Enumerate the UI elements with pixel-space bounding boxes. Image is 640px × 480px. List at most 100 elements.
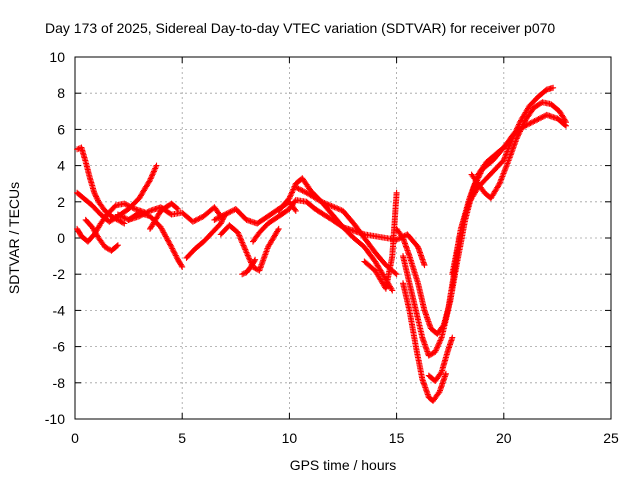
marker-run [361,235,378,255]
marker-run [303,198,318,212]
marker-run [522,118,538,129]
marker-run [505,136,520,165]
marker-run [436,370,449,395]
marker-run [382,254,395,292]
marker-run [320,211,335,223]
y-axis: -10 -8 -6 -4 -2 0 2 4 6 8 10 [45,49,611,427]
y-tick-label: 0 [57,230,65,246]
series-arc11 [239,256,259,278]
marker-run [430,390,442,404]
marker-run [239,270,249,278]
marker-run [479,158,495,173]
y-tick-label: -6 [53,339,66,355]
marker-run [412,343,425,381]
marker-run [522,105,536,124]
marker-run [121,200,137,212]
series-arc22 [479,111,569,173]
marker-run [361,258,377,273]
marker-run [400,253,413,285]
x-tick-label: 5 [178,430,186,446]
marker-run [89,224,101,240]
marker-run [256,221,270,236]
marker-run [554,115,569,129]
marker-run [82,159,93,180]
marker-run [168,244,181,262]
y-tick-label: 10 [49,49,65,65]
marker-run [466,185,481,205]
marker-run [168,200,181,212]
x-tick-label: 0 [71,430,79,446]
marker-run [389,189,400,260]
marker-run [243,265,253,276]
y-tick-label: 6 [57,121,65,137]
marker-run [299,175,313,193]
marker-run [95,198,108,213]
marker-run [400,280,413,312]
marker-run [526,95,540,109]
series-arc15 [361,189,400,292]
marker-run [189,214,206,225]
marker-run [265,214,281,227]
marker-run [183,247,197,261]
marker-run [406,307,419,348]
marker-run [209,221,223,236]
y-axis-label: SDTVAR / TECUs [6,182,22,294]
marker-run [340,207,356,226]
y-tick-label: -10 [45,411,65,427]
x-tick-label: 10 [282,430,298,446]
marker-run [275,206,292,220]
marker-run [91,189,101,204]
y-tick-label: -4 [53,302,66,318]
marker-run [329,211,345,229]
y-tick-label: -8 [53,375,66,391]
marker-run [487,182,502,202]
marker-run [406,280,419,312]
marker-run [136,178,153,202]
marker-run [312,206,326,217]
marker-run [457,200,472,232]
x-tick-label: 15 [389,430,405,446]
marker-run [449,227,464,278]
marker-run [468,171,481,186]
marker-run [518,104,532,124]
marker-run [556,108,569,126]
marker-run [74,189,86,201]
marker-run [496,160,511,187]
marker-run [406,253,421,285]
marker-run [250,230,262,245]
marker-run [500,131,517,151]
x-tick-label: 25 [603,430,619,446]
y-tick-label: -2 [53,266,66,282]
marker-run [89,202,103,217]
marker-run [445,334,456,354]
marker-run [372,258,389,282]
marker-run [400,235,412,258]
marker-run [419,376,432,399]
marker-run [232,206,249,222]
marker-run [318,198,345,214]
y-tick-label: 8 [57,85,65,101]
marker-run [74,145,83,153]
marker-run [350,235,367,249]
marker-run [543,84,557,93]
series-arc18 [400,280,449,404]
marker-run [548,101,562,114]
marker-run [483,167,498,182]
x-axis: 0 5 10 15 20 25 [71,57,619,446]
marker-run [286,198,298,212]
marker-run [511,123,527,136]
series-arc2 [74,162,160,225]
marker-run [234,229,249,255]
x-tick-label: 20 [496,430,512,446]
marker-run [432,336,444,355]
marker-run [78,144,89,164]
marker-run [475,180,487,195]
marker-run [350,220,367,240]
marker-run [108,242,121,254]
series-arc19 [425,334,456,384]
y-tick-label: 2 [57,194,65,210]
marker-run [211,212,227,223]
marker-run [492,158,506,173]
marker-run [404,231,421,249]
